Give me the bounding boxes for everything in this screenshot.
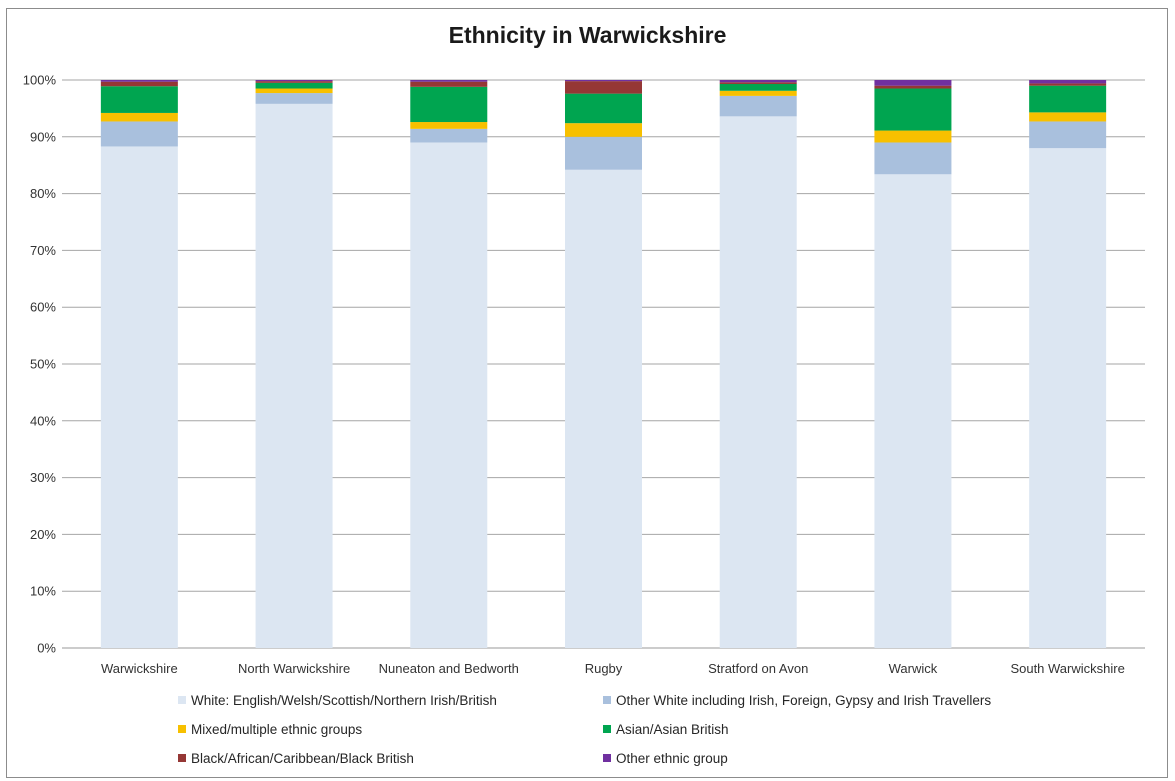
y-tick-label: 40% [30,413,56,428]
bar-segment [255,80,333,82]
bar-segment [874,80,952,86]
x-tick-label: Warwick [889,661,938,676]
legend-swatch [603,754,611,762]
bar-segment [100,81,178,87]
bar-segment [410,80,488,82]
bar-segment [719,116,797,649]
bar-segment [565,169,642,648]
bar-segment [719,83,797,91]
legend-label: Other White including Irish, Foreign, Gy… [616,693,991,708]
y-tick-label: 100% [23,73,57,88]
y-tick-label: 0% [37,641,56,656]
y-tick-label: 80% [30,186,56,201]
x-tick-label: South Warwickshire [1010,661,1124,676]
bar-segment [874,130,952,143]
bar-segment [410,142,488,649]
y-tick-label: 70% [30,243,56,258]
bar-segment [255,88,333,94]
bar-segment [565,81,642,94]
legend-swatch [178,725,186,733]
legend-label: Black/African/Caribbean/Black British [191,751,414,766]
bar-segment [874,142,952,175]
bar-segment [565,93,642,124]
bar-segment [874,88,952,131]
bar-segment [1029,85,1107,113]
bar-segment [719,80,797,83]
x-tick-label: Rugby [585,661,623,676]
bar-segment [565,123,642,137]
legend-swatch [178,754,186,762]
legend-label: Asian/Asian British [616,722,729,737]
bar-segment [410,81,488,87]
bar-segment [1029,121,1107,149]
legend-label: White: English/Welsh/Scottish/Northern I… [191,693,497,708]
bar-segment [874,174,952,648]
bar-segment [410,122,488,129]
x-tick-label: North Warwickshire [238,661,350,676]
bar-segment [874,85,952,89]
bar-segment [719,90,797,96]
y-tick-label: 50% [30,357,56,372]
bar-segment [255,82,333,89]
y-tick-label: 20% [30,527,56,542]
bar-segment [255,93,333,104]
bar-segment [255,103,333,648]
legend-label: Other ethnic group [616,751,728,766]
bar-segment [719,82,797,84]
x-tick-label: Stratford on Avon [708,661,808,676]
x-axis-ticks: Warwickshire North Warwickshire Nuneaton a… [101,661,1125,676]
y-tick-label: 60% [30,300,56,315]
bar-segment [565,136,642,170]
bar-segment [719,95,797,117]
y-axis-ticks: 0% 10% 20% 30% 40% 50% 60% 70% 80% 90% 100% [23,73,57,656]
legend: White: English/Welsh/Scottish/Northern I… [178,693,991,766]
bar-segment [100,112,178,122]
bar-segment [1029,83,1107,86]
bar-segment [410,86,488,123]
legend-label: Mixed/multiple ethnic groups [191,722,362,737]
legend-swatch [603,696,611,704]
chart-title: Ethnicity in Warwickshire [448,22,727,48]
x-tick-label: Warwickshire [101,661,178,676]
legend-swatch [178,696,186,704]
bar-segment [100,86,178,113]
y-tick-label: 10% [30,584,56,599]
bar-segment [1029,112,1107,122]
y-tick-label: 30% [30,470,56,485]
bar-segment [100,80,178,82]
y-tick-label: 90% [30,129,56,144]
bar-segment [565,80,642,82]
x-tick-label: Nuneaton and Bedworth [379,661,519,676]
bar-segment [410,128,488,143]
bar-segment [1029,148,1107,648]
legend-swatch [603,725,611,733]
bar-segment [255,81,333,83]
bar-segment [1029,80,1107,84]
bars [100,80,1107,649]
bar-segment [100,146,178,648]
bar-segment [100,121,178,147]
